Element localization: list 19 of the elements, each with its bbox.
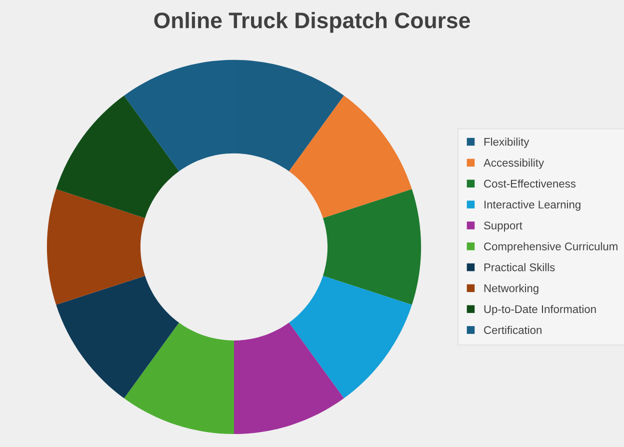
donut-slice [288, 276, 412, 398]
legend-label: Up-to-Date Information [484, 304, 596, 316]
donut-slice [322, 189, 422, 305]
legend-label: Accessibility [484, 158, 544, 169]
legend-label: Cost-Effectiveness [484, 179, 576, 188]
donut-slice [46, 189, 146, 305]
chart-title: Online Truck Dispatch Course [154, 12, 470, 33]
legend-label: Practical Skills [484, 263, 555, 272]
donut-slice [56, 96, 180, 218]
donut-slice [288, 96, 412, 218]
legend-label: Networking [484, 284, 538, 294]
legend-label: Support [484, 222, 522, 232]
legend-label: Flexibility [484, 138, 530, 148]
legend-label: Comprehensive Curriculum [484, 242, 618, 253]
legend-label: Interactive Learning [484, 200, 580, 211]
donut-slice [124, 322, 234, 434]
legend-label: Certification [484, 326, 542, 334]
donut-slice [56, 276, 180, 398]
donut-slice [234, 322, 344, 434]
